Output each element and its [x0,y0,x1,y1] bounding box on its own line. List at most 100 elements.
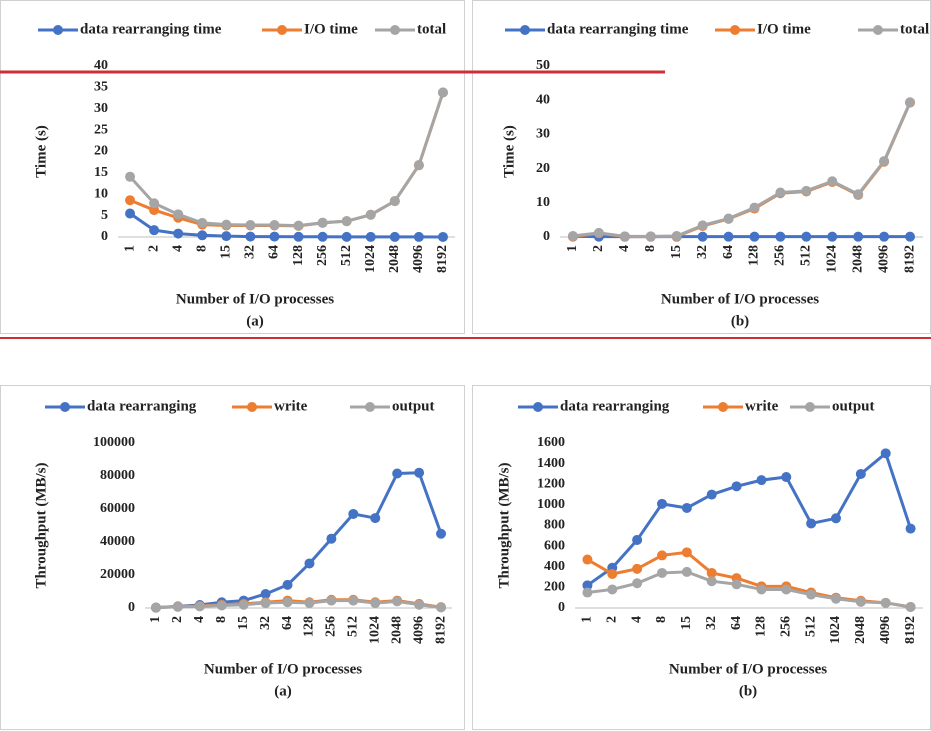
data-point [831,593,841,604]
data-point [260,598,271,609]
data-point [681,502,692,513]
data-point [341,216,352,227]
legend-marker [718,402,728,412]
x-tick-label: 2048 [387,245,402,273]
legend-marker [805,402,815,412]
data-point [593,227,604,238]
legend-label: write [274,398,308,414]
x-tick-label: 512 [799,245,814,266]
data-point [221,219,232,230]
x-tick-label: 512 [346,616,361,637]
x-tick-label: 1 [580,616,595,623]
legend-label: data rearranging time [80,21,222,37]
data-point [326,595,337,606]
data-point [853,231,864,242]
y-tick-label: 0 [101,229,108,244]
y-tick-label: 20 [536,161,550,176]
x-tick-label: 15 [219,245,234,259]
data-point [781,584,792,595]
x-tick-label: 2048 [853,616,868,644]
x-tick-label: 15 [669,245,684,259]
x-tick-label: 2048 [850,245,865,273]
x-tick-label: 4 [170,245,185,252]
data-point [879,156,890,167]
data-point [880,448,891,459]
data-point [806,589,817,600]
data-point [197,230,208,241]
x-tick-label: 64 [280,616,295,630]
legend-label: total [417,21,446,37]
data-point [831,513,841,524]
x-tick-label: 64 [729,616,744,630]
data-point [855,468,866,479]
legend-marker [365,402,375,412]
data-point [293,231,304,242]
x-tick-label: 8192 [903,616,918,644]
data-point [697,231,708,242]
x-tick-label: 32 [258,616,273,630]
x-tick-label: 1024 [367,616,382,644]
data-point [619,231,630,242]
data-point [905,601,916,612]
legend-marker [533,402,543,412]
data-point [389,231,400,242]
data-point [317,231,328,242]
x-tick-label: 256 [773,245,788,266]
data-point [756,584,767,595]
x-axis-title: Number of I/O processes [669,661,827,677]
data-point [681,566,692,577]
x-tick-label: 64 [267,245,282,259]
legend-marker [390,25,400,35]
x-tick-label: 4 [629,616,644,623]
data-point [173,209,184,220]
legend-label: output [832,398,875,414]
data-point [282,597,293,608]
x-tick-label: 1 [565,245,580,252]
data-point [370,513,381,524]
y-tick-label: 200 [544,580,565,595]
panel-frame [0,0,465,334]
data-point [392,596,403,607]
data-point [723,213,734,224]
y-tick-label: 0 [543,229,550,244]
data-point [582,580,593,591]
x-tick-label: 4096 [411,245,426,273]
x-tick-label: 2 [146,245,161,252]
data-point [365,209,376,220]
data-point [365,231,376,242]
legend-marker [60,402,70,412]
data-point [282,579,293,590]
legend-marker [53,25,63,35]
data-point [414,599,425,610]
y-tick-label: 25 [94,122,108,137]
data-point [731,481,742,492]
data-point [326,533,337,544]
x-tick-label: 8 [643,245,658,252]
data-point [173,228,184,239]
x-axis-title: Number of I/O processes [176,291,334,307]
x-tick-label: 128 [302,616,317,637]
data-point [389,196,400,207]
data-point [756,475,767,486]
data-point [149,225,160,236]
y-tick-label: 40000 [100,534,135,549]
data-point [749,202,760,213]
y-tick-label: 5 [101,208,108,223]
data-point [706,489,717,500]
y-tick-label: 50 [536,58,550,73]
series-line [572,101,912,238]
data-point [781,472,792,483]
y-tick-label: 400 [544,559,565,574]
x-tick-label: 8192 [435,245,450,273]
data-point [413,160,424,171]
x-tick-label: 64 [721,245,736,259]
series-line [155,471,443,610]
data-point [436,602,447,613]
legend-marker [277,25,287,35]
y-tick-label: 60000 [100,501,135,516]
data-point [414,467,425,478]
data-point [905,97,916,108]
x-tick-label: 8 [654,616,669,623]
data-point [348,595,359,606]
